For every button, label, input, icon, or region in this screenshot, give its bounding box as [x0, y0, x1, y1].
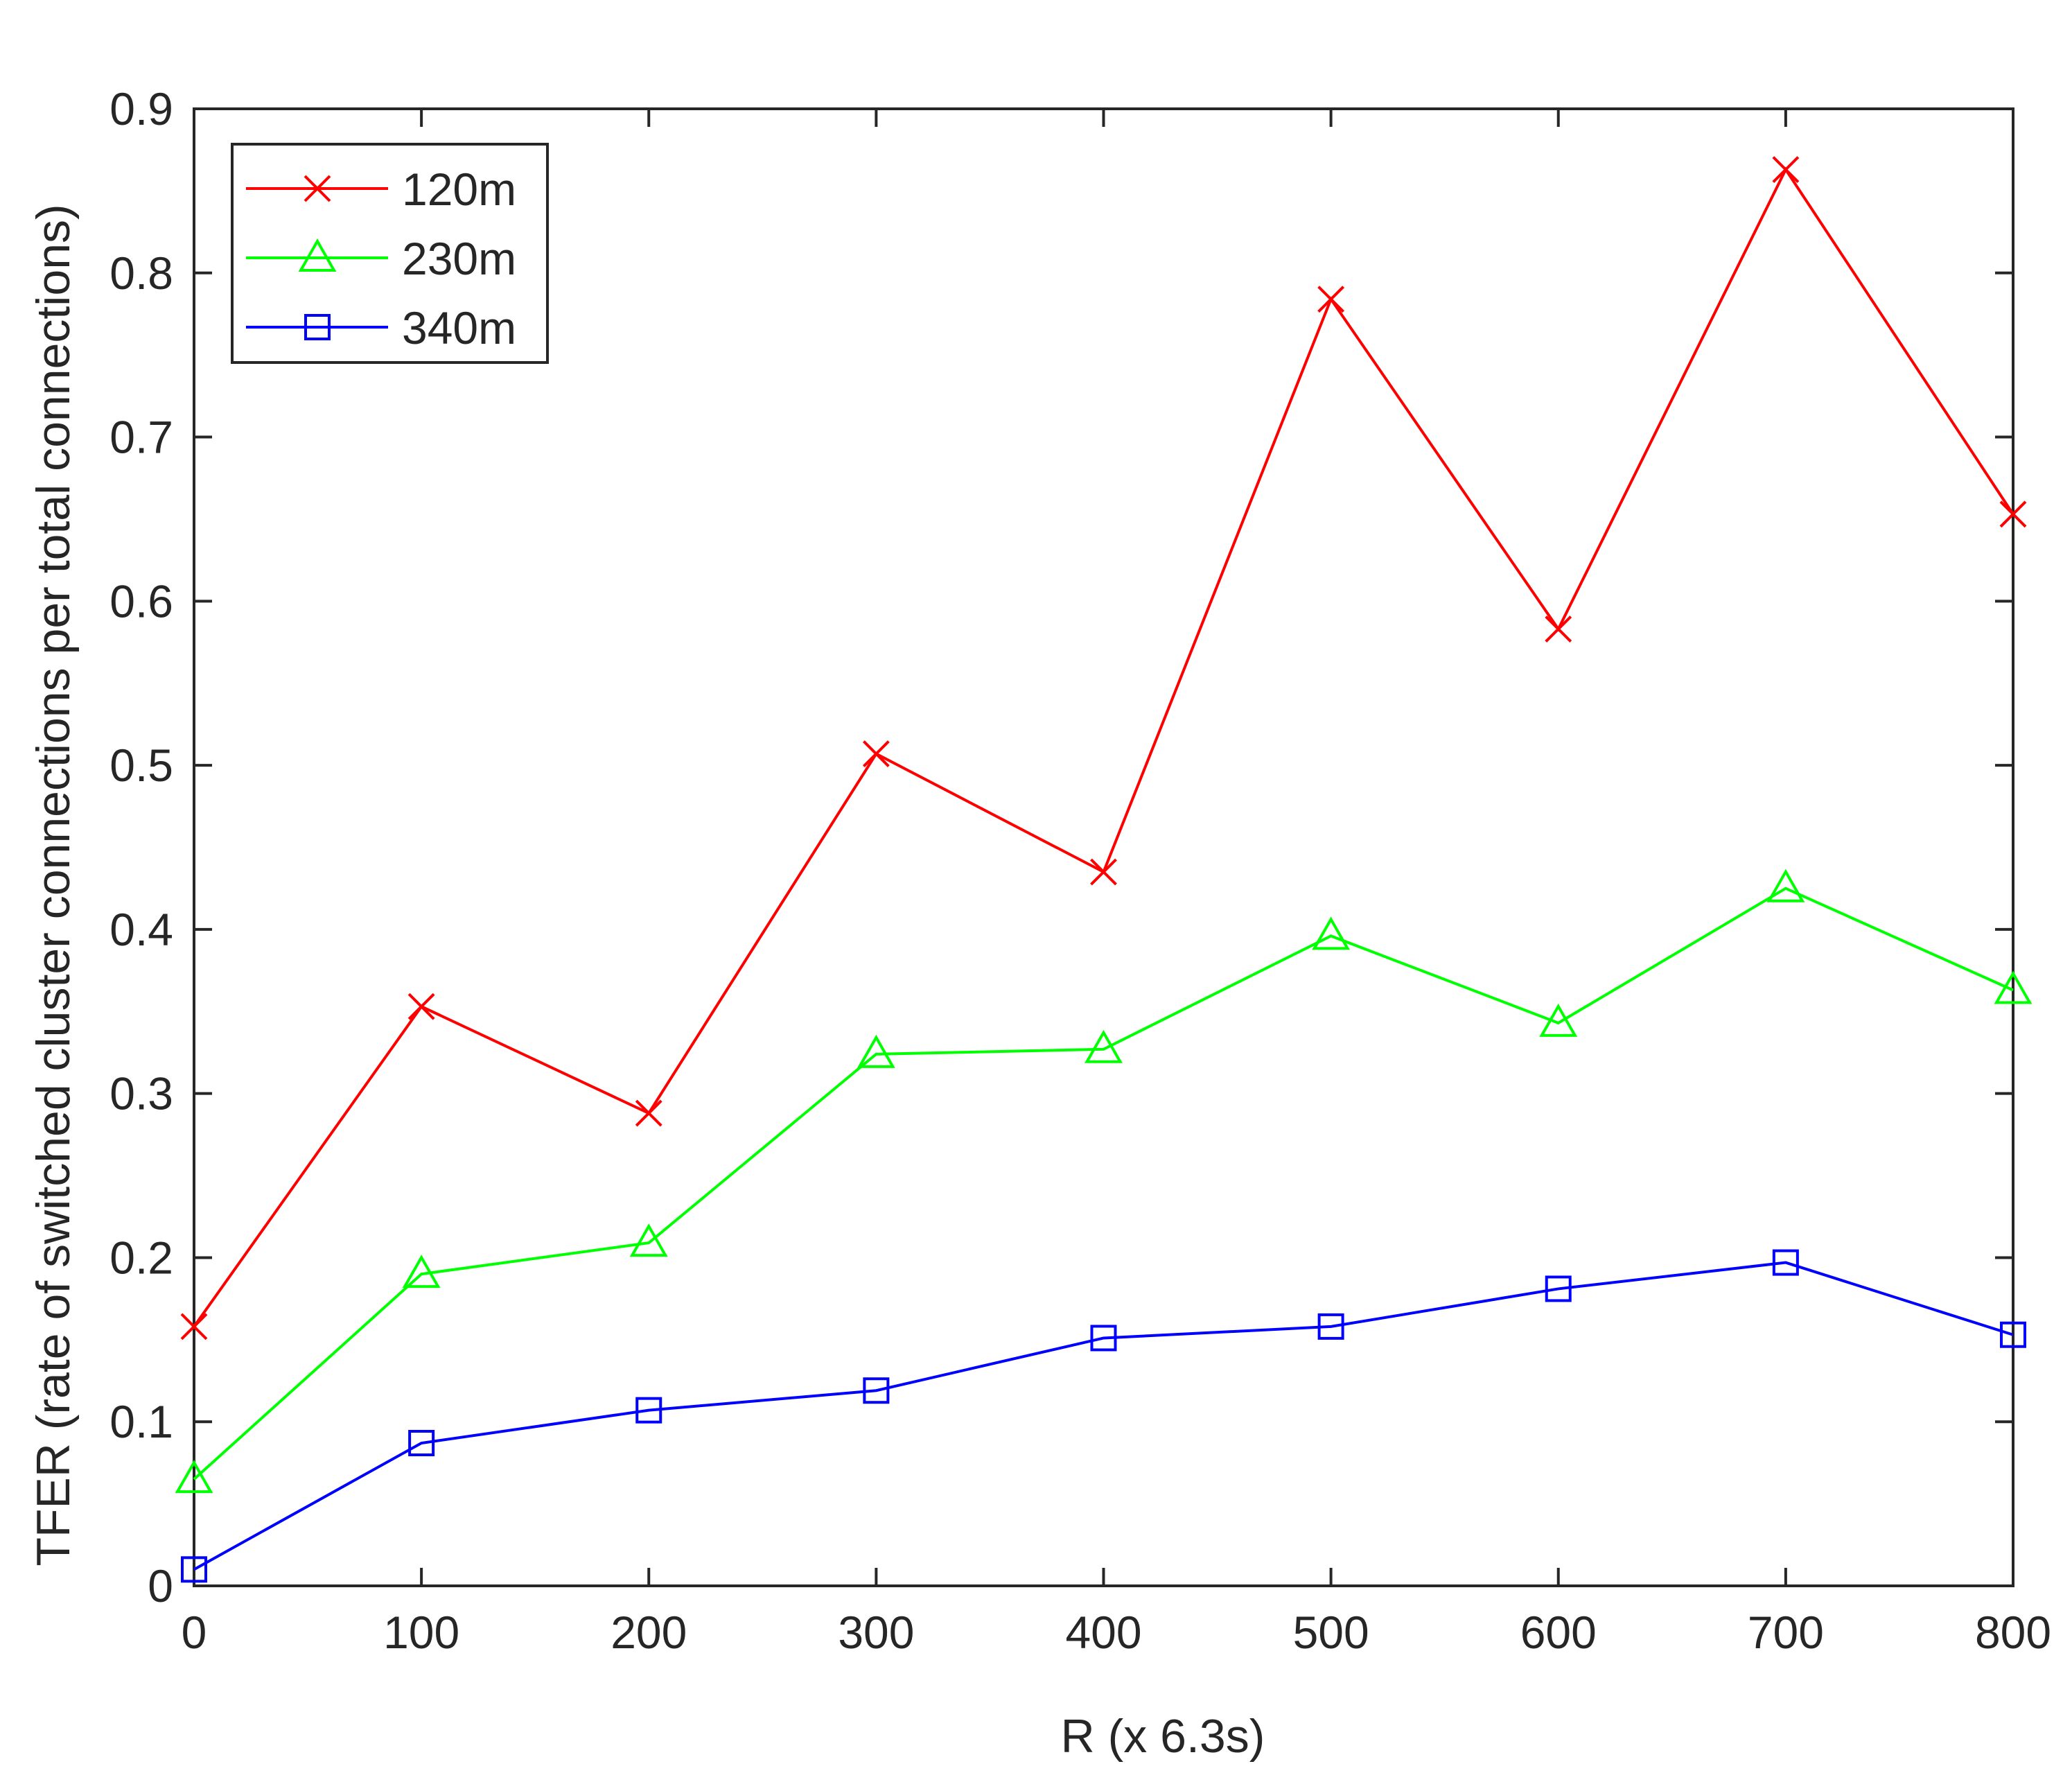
- data-point-340m: [863, 1377, 890, 1404]
- y-tick-label: 0.4: [109, 904, 173, 955]
- marker-x-stroke: [1090, 858, 1117, 886]
- series-230m: [175, 868, 2033, 1494]
- data-point-230m: [629, 1223, 668, 1257]
- legend-entry-340m: 340m: [246, 302, 516, 353]
- legend-marker: [298, 238, 337, 272]
- legend-marker: [304, 175, 331, 202]
- data-point-120m: [1999, 500, 2027, 528]
- data-point-120m: [1545, 615, 1572, 643]
- series-line-340m: [193, 1261, 2014, 1571]
- x-tick-label: 800: [1975, 1607, 2051, 1658]
- series-layer: [175, 156, 2033, 1583]
- y-axis-title: TFER (rate of switched cluster connectio…: [27, 204, 80, 1566]
- data-point-120m: [635, 1099, 662, 1127]
- y-tick-label: 0.8: [109, 247, 173, 299]
- y-tick-label: 0.3: [109, 1068, 173, 1119]
- data-point-340m: [1317, 1313, 1344, 1340]
- data-point-120m: [862, 740, 890, 767]
- data-point-120m: [1772, 156, 1800, 184]
- x-axis-title: R (x 6.3s): [1061, 1710, 1265, 1763]
- legend-label: 340m: [402, 302, 516, 353]
- data-point-120m: [1090, 858, 1117, 886]
- data-point-120m: [180, 1313, 208, 1340]
- legend-marker: [304, 314, 331, 340]
- legend-entry-230m: 230m: [246, 233, 516, 284]
- x-tick-label: 700: [1748, 1607, 1824, 1658]
- data-point-230m: [1312, 916, 1351, 950]
- marker-x-stroke: [1772, 156, 1800, 184]
- legend-label: 230m: [402, 233, 516, 284]
- x-tick-label: 0: [182, 1607, 207, 1658]
- marker-x-stroke: [1545, 615, 1572, 643]
- data-point-340m: [1772, 1249, 1799, 1276]
- y-tick-label: 0: [148, 1560, 173, 1612]
- data-point-340m: [181, 1556, 207, 1583]
- x-tick-label: 400: [1065, 1607, 1141, 1658]
- marker-x-stroke: [635, 1099, 662, 1127]
- data-point-340m: [1545, 1275, 1572, 1302]
- marker-x-stroke: [862, 740, 890, 767]
- data-point-230m: [402, 1255, 441, 1289]
- x-tick-label: 600: [1520, 1607, 1597, 1658]
- series-340m: [181, 1249, 2026, 1583]
- data-point-340m: [635, 1397, 662, 1424]
- axes-layer: 0 100 200 300 400 500 600 700 800 0 0.1 0.2 0.3 0.4 0.…: [109, 83, 2051, 1658]
- x-tick-label: 100: [383, 1607, 459, 1658]
- y-tick-label: 0.2: [109, 1232, 173, 1283]
- y-tick-label: 0.6: [109, 575, 173, 627]
- data-point-230m: [857, 1034, 895, 1068]
- data-point-340m: [2000, 1321, 2026, 1348]
- marker-x-stroke: [1999, 500, 2027, 528]
- x-tick-label: 500: [1293, 1607, 1369, 1658]
- data-point-120m: [1317, 286, 1345, 313]
- data-point-230m: [1994, 970, 2033, 1004]
- data-point-120m: [407, 993, 435, 1020]
- y-tick-label: 0.9: [109, 83, 173, 134]
- data-point-230m: [1085, 1029, 1123, 1063]
- legend-entry-120m: 120m: [246, 164, 516, 215]
- x-tick-label: 300: [838, 1607, 914, 1658]
- data-point-230m: [175, 1460, 213, 1494]
- series-120m: [180, 156, 2027, 1340]
- series-line-230m: [193, 886, 2014, 1481]
- data-point-340m: [408, 1430, 435, 1457]
- marker-x-stroke: [1317, 286, 1345, 313]
- y-tick-label: 0.1: [109, 1396, 173, 1447]
- data-point-230m: [1766, 868, 1805, 902]
- legend: 120m 230m 340m: [231, 143, 549, 364]
- data-point-340m: [1090, 1325, 1117, 1352]
- y-tick-label: 0.7: [109, 412, 173, 463]
- x-tick-label: 200: [611, 1607, 687, 1658]
- y-tick-label: 0.5: [109, 740, 173, 791]
- legend-label: 120m: [402, 164, 516, 215]
- marker-x-stroke: [304, 175, 331, 202]
- marker-x-stroke: [407, 993, 435, 1020]
- marker-x-stroke: [180, 1313, 208, 1340]
- data-point-230m: [1539, 1003, 1578, 1037]
